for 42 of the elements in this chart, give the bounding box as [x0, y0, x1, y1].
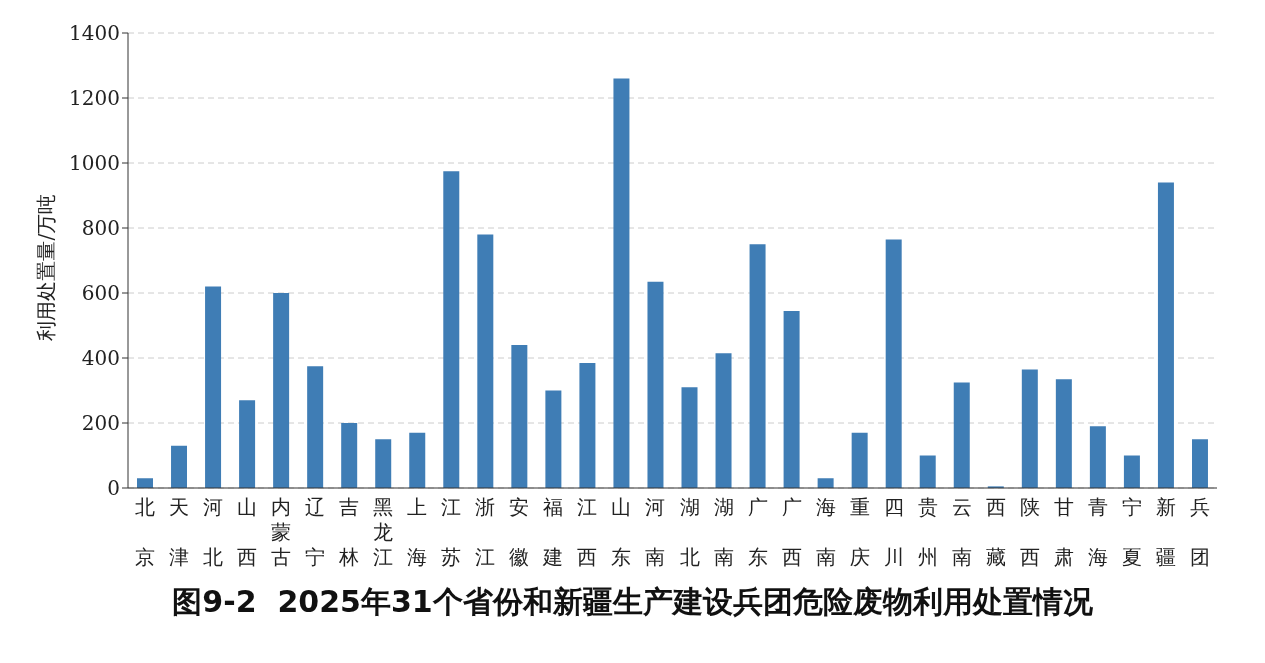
- category-label: 湖北: [679, 495, 700, 569]
- category-label: 北京: [135, 495, 156, 569]
- category-label: 重庆: [849, 495, 870, 569]
- category-label: 海南: [815, 495, 836, 569]
- category-label: 西藏: [985, 495, 1006, 569]
- category-label: 宁夏: [1121, 495, 1142, 569]
- category-label: 陕西: [1019, 495, 1040, 569]
- category-label: 福建: [543, 495, 564, 569]
- category-label: 云南: [951, 495, 972, 569]
- category-label: 广西: [781, 495, 802, 569]
- y-tick-label: 1000: [69, 151, 120, 176]
- category-label: 河南: [645, 495, 666, 569]
- category-label: 吉林: [339, 495, 360, 569]
- category-label: 兵团: [1189, 495, 1210, 569]
- category-label: 山西: [237, 495, 258, 569]
- category-label: 贵州: [917, 495, 938, 569]
- category-label: 湖南: [713, 495, 734, 569]
- category-label: 青海: [1087, 495, 1108, 569]
- y-axis-title: 利用处置量/万吨: [34, 193, 59, 341]
- x-tick-label: 内蒙古: [271, 495, 292, 569]
- category-label: 甘肃: [1053, 495, 1074, 569]
- text: 图9-2 2025年31个省份和新疆生产建设兵团危险废物利用处置情况: [171, 583, 1094, 621]
- category-label: 浙江: [475, 495, 496, 569]
- y-tick-label: 0: [107, 476, 120, 501]
- category-label: 新疆: [1155, 495, 1176, 569]
- category-label: 辽宁: [305, 495, 326, 569]
- y-tick-label: 600: [81, 281, 120, 306]
- y-tick-label: 400: [81, 346, 120, 371]
- y-tick-label: 1400: [69, 21, 120, 46]
- category-label: 河北: [203, 495, 224, 569]
- y-tick-label: 800: [81, 216, 120, 241]
- x-tick-label: 黑龙江: [373, 495, 394, 569]
- category-label: 安徽: [509, 495, 530, 569]
- category-label: 山东: [611, 495, 632, 569]
- category-label: 广东: [747, 495, 768, 569]
- category-label: 上海: [407, 495, 428, 569]
- category-label: 江西: [577, 495, 598, 569]
- y-tick-label: 1200: [69, 86, 120, 111]
- category-label: 天津: [169, 495, 190, 569]
- category-label: 四川: [883, 495, 904, 569]
- category-label: 江苏: [441, 495, 462, 569]
- y-tick-label: 200: [81, 411, 120, 436]
